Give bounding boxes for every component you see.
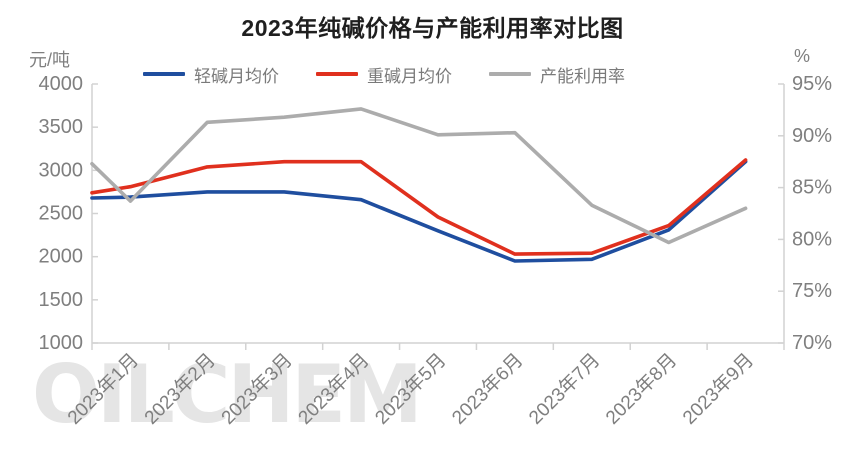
x-axis-labels: 2023年1月2023年2月2023年3月2023年4月2023年5月2023年… [63,349,758,429]
legend-item-light-soda: 轻碱月均价 [143,62,279,87]
chart-title: 2023年纯碱价格与产能利用率对比图 [241,15,624,41]
y-axis-right-labels: 95% 90% 85% 80% 75% 70% [792,73,832,354]
legend-swatch-heavy-soda [316,72,358,76]
series-line-1 [90,158,748,256]
y-tick-label-right: 80% [792,228,832,250]
left-axis-unit-label: 元/吨 [29,50,71,70]
axes [91,83,785,350]
y-tick-label-right: 70% [792,332,832,354]
x-tick-label: 2023年5月 [371,349,451,429]
x-tick-label: 2023年9月 [678,349,758,429]
x-tick-label: 2023年3月 [217,349,297,429]
y-tick-label-right: 95% [792,73,832,95]
x-tick-label: 2023年6月 [448,349,528,429]
y-tick-label-left: 1500 [39,289,84,311]
legend-swatch-light-soda [143,72,185,76]
legend-label-capacity-utilization: 产能利用率 [540,66,625,86]
watermark-text: OILCHEM [32,348,423,441]
y-tick-label-left: 2000 [39,246,84,268]
series-line-2 [90,107,748,245]
series-lines [90,107,748,263]
legend-item-capacity-utilization: 产能利用率 [489,62,625,87]
legend-item-heavy-soda: 重碱月均价 [316,62,452,87]
y-tick-label-right: 90% [792,125,832,147]
y-tick-label-left: 1000 [39,332,84,354]
y-tick-label-left: 4000 [39,73,84,95]
legend: 轻碱月均价 重碱月均价 产能利用率 [143,62,625,87]
y-tick-label-right: 85% [792,177,832,199]
x-tick-label: 2023年4月 [294,349,374,429]
legend-label-light-soda: 轻碱月均价 [194,66,279,86]
y-tick-label-left: 3500 [39,116,84,138]
x-tick-label: 2023年8月 [601,349,681,429]
y-tick-label-right: 75% [792,280,832,302]
y-tick-label-left: 2500 [39,203,84,225]
right-axis-unit-label: % [794,46,811,66]
series-line-0 [90,159,748,263]
x-tick-label: 2023年7月 [525,349,605,429]
legend-swatch-capacity-utilization [489,72,531,76]
x-tick-label: 2023年2月 [140,349,220,429]
legend-label-heavy-soda: 重碱月均价 [367,66,452,86]
y-axis-left-labels: 4000 3500 3000 2500 2000 1500 1000 [39,73,84,354]
y-tick-label-left: 3000 [39,159,84,181]
x-tick-label: 2023年1月 [63,349,143,429]
